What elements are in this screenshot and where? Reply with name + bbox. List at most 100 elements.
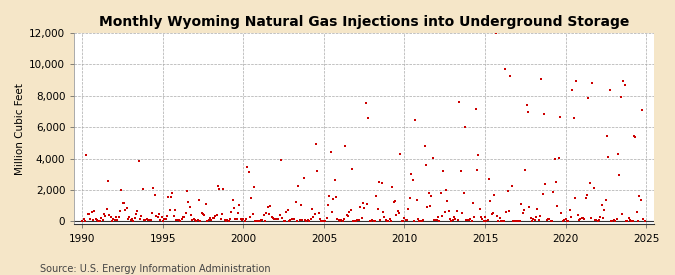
Point [335, 219, 346, 224]
Point [537, 192, 548, 196]
Point [406, 171, 416, 176]
Point [359, 205, 370, 210]
Point [442, 199, 453, 204]
Point [176, 217, 187, 222]
Point [475, 207, 485, 211]
Point [552, 204, 563, 208]
Point [605, 219, 616, 224]
Point [292, 219, 302, 224]
Point [620, 219, 631, 223]
Point [628, 133, 639, 138]
Point [78, 216, 89, 221]
Point [460, 125, 470, 129]
Point [549, 157, 560, 161]
Point [611, 217, 622, 221]
Point [163, 195, 173, 199]
Point [403, 207, 414, 211]
Point [173, 218, 184, 222]
Point [86, 210, 97, 214]
Point [437, 214, 448, 219]
Point [493, 219, 504, 224]
Point [479, 218, 489, 223]
Point [342, 213, 352, 217]
Point [616, 211, 627, 216]
Point [630, 134, 641, 139]
Point [134, 159, 144, 163]
Point [632, 218, 643, 223]
Point [141, 217, 152, 222]
Point [138, 186, 148, 191]
Point [256, 218, 267, 222]
Point [293, 183, 304, 188]
Point [622, 219, 632, 224]
Point [144, 218, 155, 222]
Point [376, 181, 387, 185]
Point [491, 213, 502, 218]
Point [281, 210, 292, 214]
Text: Source: U.S. Energy Information Administration: Source: U.S. Energy Information Administ… [40, 264, 271, 274]
Point [477, 217, 488, 221]
Point [579, 217, 590, 221]
Point [93, 219, 104, 223]
Point [308, 214, 319, 219]
Point [107, 219, 117, 224]
Point [435, 191, 446, 196]
Point [160, 217, 171, 221]
Point [443, 209, 454, 213]
Point [426, 194, 437, 198]
Point [601, 134, 612, 138]
Point [219, 218, 230, 222]
Point [468, 200, 479, 205]
Point [582, 193, 593, 198]
Point [288, 217, 298, 221]
Point [445, 217, 456, 222]
Point [267, 216, 278, 220]
Point [391, 213, 402, 218]
Point [327, 210, 338, 214]
Point [610, 219, 620, 224]
Point [202, 219, 213, 223]
Point [364, 219, 375, 223]
Point [302, 218, 313, 222]
Point [84, 212, 95, 216]
Point [495, 219, 506, 223]
Point [122, 206, 132, 210]
Point [123, 216, 134, 221]
Point [505, 74, 516, 78]
Point [422, 205, 433, 209]
Point [258, 213, 269, 218]
Point [242, 164, 253, 169]
Point [626, 219, 637, 223]
Point [234, 203, 245, 207]
Point [80, 219, 90, 223]
Point [261, 210, 271, 215]
Point [101, 207, 112, 211]
Point [583, 96, 594, 100]
Point [329, 177, 340, 182]
Point [275, 158, 286, 162]
Point [339, 217, 350, 222]
Point [211, 213, 222, 218]
Point [589, 186, 599, 191]
Point [448, 218, 458, 222]
Point [332, 217, 343, 221]
Point [535, 214, 545, 219]
Point [600, 197, 611, 202]
Point [245, 214, 256, 219]
Point [458, 191, 469, 195]
Point [566, 215, 576, 219]
Point [441, 188, 452, 192]
Point [124, 215, 135, 219]
Point [117, 201, 128, 205]
Point [518, 208, 529, 213]
Point [411, 198, 422, 202]
Point [612, 152, 623, 156]
Point [479, 215, 490, 219]
Point [430, 218, 441, 222]
Point [425, 204, 435, 208]
Point [294, 218, 305, 222]
Point [199, 213, 210, 217]
Point [379, 215, 389, 219]
Point [296, 202, 306, 207]
Point [572, 213, 583, 217]
